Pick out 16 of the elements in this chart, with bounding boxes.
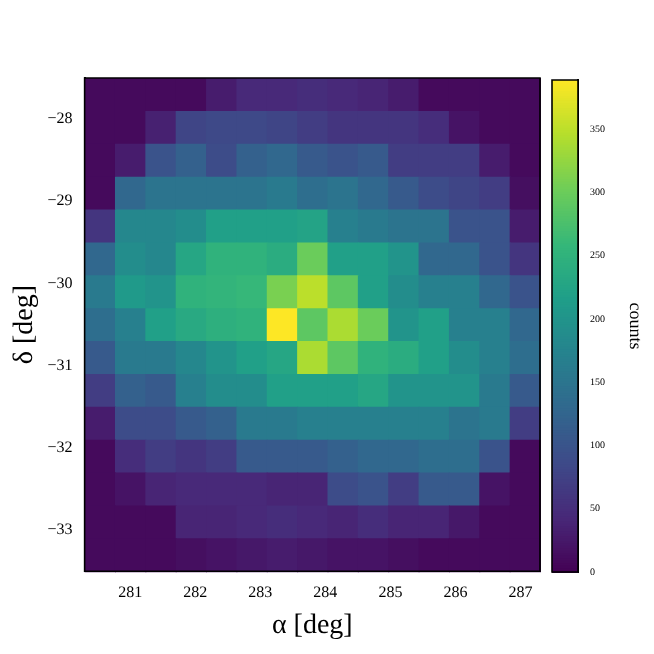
- y-tick-label: −29: [47, 191, 73, 210]
- x-tick-label: 285: [378, 582, 403, 601]
- x-tick-label: 282: [183, 582, 208, 601]
- x-tick-label: 281: [118, 582, 143, 601]
- x-tick-label: 284: [313, 582, 338, 601]
- x-tick-label: 283: [248, 582, 273, 601]
- y-tick-label: −30: [47, 273, 73, 292]
- x-tick-label: 286: [443, 582, 468, 601]
- y-tick-label: −28: [47, 109, 73, 128]
- y-tick-label: −33: [47, 520, 73, 539]
- y-tick-label: −32: [47, 438, 73, 457]
- x-tick-label: 287: [508, 582, 533, 601]
- y-axis-title: δ [deg]: [10, 284, 41, 365]
- x-axis-title: α [deg]: [271, 610, 353, 641]
- y-tick-label: −31: [47, 355, 73, 374]
- color-bar-title: counts: [626, 302, 647, 351]
